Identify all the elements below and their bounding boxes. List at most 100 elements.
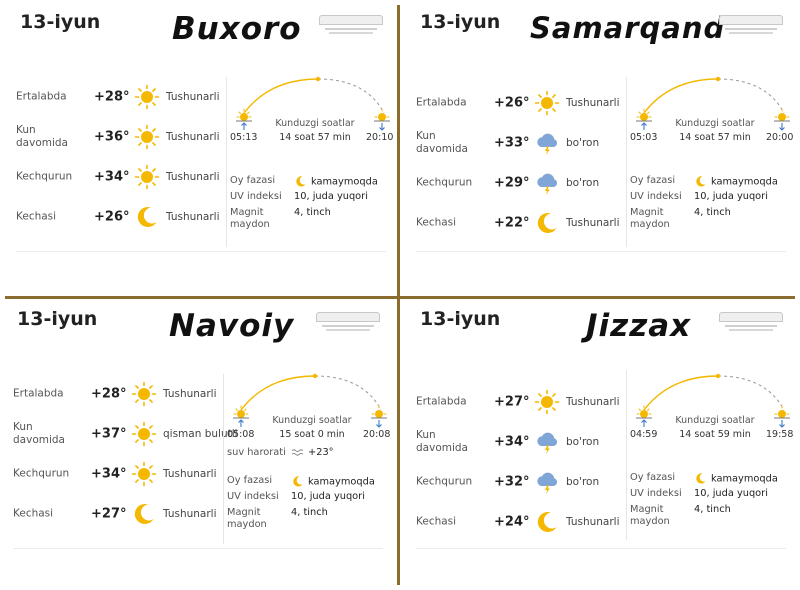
storm-cloud-icon [534,429,560,455]
city-name: Jizzax [586,308,692,344]
detail-row: UV indeksi 10, juda yuqori [227,491,392,507]
detail-value: 10, juda yuqori [294,191,368,202]
temperature-value: +34° [94,169,130,185]
condition-text: Tushunarli [163,388,217,400]
detail-key: UV indeksi [230,191,282,202]
details-list: Oy fazasi kamaymoqda UV indeksi 10, juda… [630,472,795,532]
forecast-row: Ertalabda +28° Tushunarli [13,374,218,414]
sun-icon [534,90,560,116]
forecast-row: Kechqurun +34° Tushunarli [13,454,218,494]
temperature-value: +26° [94,209,130,225]
detail-key: UV indeksi [630,191,682,202]
daylight-label: Kunduzgi soatlar [675,415,755,426]
condition-text: Tushunarli [166,131,220,143]
date-label: 13-iyun [17,308,98,330]
sunrise-icon [636,108,652,130]
condition-text: qisman bulutli [163,428,238,440]
condition-text: bo'ron [566,177,600,189]
temperature-value: +22° [494,215,530,231]
sun-icon [534,389,560,415]
sunrise-icon [636,405,652,427]
forecast-row: Kun davomida +36° Tushunarli [16,117,221,157]
period-label: Kun davomida [16,124,68,149]
moon-icon [694,473,711,485]
temperature-value: +28° [91,386,127,402]
condition-text: Tushunarli [166,171,220,183]
period-label: Ertalabda [416,395,467,408]
detail-row: Magnit maydon 4, tinch [630,207,795,235]
sunset-icon [374,108,390,131]
temperature-value: +26° [494,95,530,111]
detail-value: +23° [308,447,334,458]
storm-cloud-icon [534,469,560,495]
weather-panel-buxoro: 13-iyun Buxoro Ertalabda +28° Tushunarli … [8,5,393,290]
forecast-list: Ertalabda +27° Tushunarli Kun davomida +… [416,382,621,542]
panel-bottom-rule [416,251,786,252]
detail-row: Magnit maydon 4, tinch [630,504,795,532]
condition-text: Tushunarli [566,516,620,528]
forecast-row: Kechasi +26° Tushunarli [16,197,221,237]
detail-row: UV indeksi 10, juda yuqori [630,191,795,207]
temperature-value: +34° [494,434,530,450]
temperature-value: +34° [91,466,127,482]
temperature-value: +32° [494,474,530,490]
detail-value: kamaymoqda [311,176,378,188]
period-label: Kechqurun [16,170,73,183]
detail-value: 4, tinch [694,207,731,218]
sunrise-time: 04:59 [630,429,658,440]
detail-row: Oy fazasi kamaymoqda [630,175,795,191]
condition-text: Tushunarli [566,217,620,229]
condition-text: bo'ron [566,436,600,448]
detail-row: suv harorati +23° [227,447,392,475]
detail-key: UV indeksi [630,488,682,499]
details-list: Oy fazasi kamaymoqda UV indeksi 10, juda… [630,175,795,235]
sun-icon [131,461,157,487]
sunrise-icon [236,108,252,130]
condition-text: Tushunarli [166,91,220,103]
detail-row: UV indeksi 10, juda yuqori [230,191,395,207]
detail-value: 4, tinch [291,507,328,518]
period-label: Kechqurun [13,467,70,480]
date-label: 13-iyun [420,11,501,33]
city-name: Navoiy [169,308,295,344]
details-list: suv harorati +23° Oy fazasi kamaymoqda U… [227,447,392,535]
daylight-duration: 15 soat 0 min [279,429,345,440]
detail-key: UV indeksi [227,491,279,502]
horizontal-divider [5,296,795,299]
daylight-duration: 14 soat 59 min [679,429,751,440]
temperature-value: +29° [494,175,530,191]
forecast-row: Kun davomida +34° bo'ron [416,422,621,462]
sunset-icon [774,108,790,131]
period-label: Ertalabda [416,96,467,109]
weather-panel-samarqand: 13-iyun Samarqand Ertalabda +26° Tushunar… [408,5,793,290]
sun-icon [134,84,160,110]
detail-row: Oy fazasi kamaymoqda [630,472,795,488]
period-label: Kechasi [416,515,457,528]
period-label: Ertalabda [16,90,67,103]
condition-text: Tushunarli [166,211,220,223]
condition-text: Tushunarli [566,396,620,408]
sunset-icon [371,405,387,428]
temperature-value: +27° [91,506,127,522]
period-label: Kun davomida [13,421,65,446]
daylight-duration: 14 soat 57 min [279,132,351,143]
forecast-row: Ertalabda +26° Tushunarli [416,83,621,123]
sun-icon [134,164,160,190]
period-label: Kechasi [416,216,457,229]
detail-value: kamaymoqda [711,473,778,485]
city-name: Buxoro [172,11,302,47]
moon-icon [534,210,560,236]
moon-icon [291,476,308,488]
detail-value: 4, tinch [694,504,731,515]
city-name: Samarqand [530,11,726,45]
detail-value: 4, tinch [294,207,331,218]
emblem-logo [319,15,383,37]
moon-icon [131,501,157,527]
daylight-label: Kunduzgi soatlar [675,118,755,129]
date-label: 13-iyun [420,308,501,330]
moon-icon [694,176,711,188]
detail-key: Oy fazasi [630,472,676,483]
condition-text: Tushunarli [566,97,620,109]
storm-cloud-icon [534,170,560,196]
emblem-logo [719,15,783,37]
